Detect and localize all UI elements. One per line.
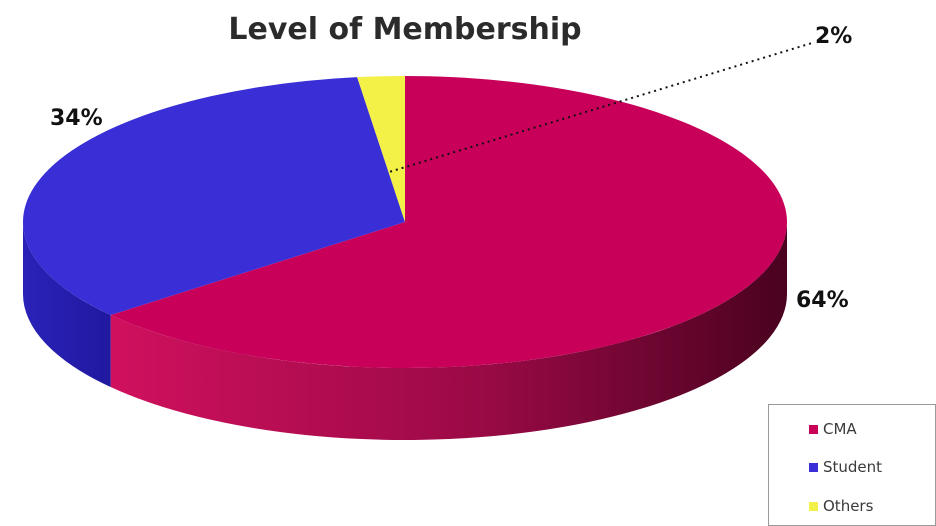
leader-line-others xyxy=(389,42,813,173)
legend-item-cma: CMA xyxy=(809,419,857,439)
data-label-cma: 64% xyxy=(796,288,849,313)
slice-side-student xyxy=(23,222,111,388)
legend-label-others: Others xyxy=(823,497,874,515)
legend-swatch-cma xyxy=(809,424,818,434)
legend-item-others: Others xyxy=(809,496,873,516)
slice-others xyxy=(357,76,405,222)
chart-title: Level of Membership xyxy=(228,12,582,47)
slice-side-cma xyxy=(110,222,787,440)
legend-item-student: Student xyxy=(809,457,882,477)
slice-student xyxy=(23,77,405,316)
legend-label-cma: CMA xyxy=(823,420,857,438)
legend: CMA Student Others xyxy=(768,404,936,526)
data-label-others: 2% xyxy=(815,24,852,49)
legend-swatch-others xyxy=(809,501,818,511)
data-label-student: 34% xyxy=(50,106,103,131)
legend-label-student: Student xyxy=(823,458,883,476)
slice-cma xyxy=(110,76,788,368)
legend-swatch-student xyxy=(809,462,818,472)
